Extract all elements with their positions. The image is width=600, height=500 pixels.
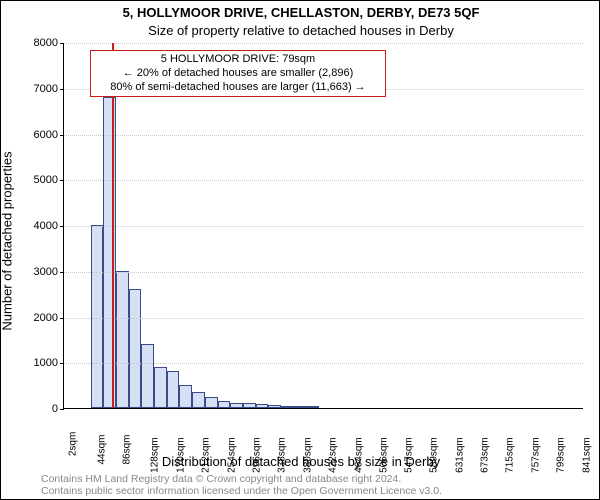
chart-container: 5, HOLLYMOOR DRIVE, CHELLASTON, DERBY, D… — [0, 0, 600, 500]
histogram-bar — [256, 404, 269, 408]
y-axis-label: Number of detached properties — [0, 62, 15, 241]
y-tick-label: 6000 — [34, 129, 58, 141]
y-tick-mark — [60, 272, 64, 273]
histogram-bar — [154, 367, 167, 408]
histogram-bar — [116, 271, 129, 408]
histogram-bar — [103, 97, 116, 408]
gridline-h — [64, 180, 583, 181]
histogram-bar — [167, 371, 180, 408]
y-tick-label: 7000 — [34, 83, 58, 95]
histogram-bar — [141, 344, 154, 408]
y-tick-mark — [60, 226, 64, 227]
x-tick-label: 128sqm — [154, 420, 165, 456]
y-tick-mark — [60, 180, 64, 181]
histogram-bar — [179, 385, 192, 408]
y-tick-mark — [60, 43, 64, 44]
y-tick-mark — [60, 318, 64, 319]
y-tick-label: 8000 — [34, 37, 58, 49]
y-tick-label: 0 — [52, 403, 58, 415]
x-tick-label: 2sqm — [72, 420, 83, 444]
gridline-h — [64, 363, 583, 364]
histogram-bar — [218, 401, 231, 408]
x-tick-label: 799sqm — [559, 420, 570, 456]
y-tick-label: 3000 — [34, 266, 58, 278]
annotation-box: 5 HOLLYMOOR DRIVE: 79sqm← 20% of detache… — [90, 50, 386, 97]
footer-attribution: Contains HM Land Registry data © Crown c… — [41, 473, 442, 497]
gridline-h — [64, 318, 583, 319]
plot-area: 0100020003000400050006000700080002sqm44s… — [63, 43, 583, 409]
gridline-h — [64, 272, 583, 273]
x-tick-label: 506sqm — [382, 420, 393, 456]
x-tick-label: 589sqm — [432, 420, 443, 456]
x-tick-label: 212sqm — [204, 420, 215, 456]
x-tick-label: 86sqm — [126, 420, 137, 450]
x-tick-label: 673sqm — [483, 420, 494, 456]
histogram-bar — [91, 225, 104, 408]
gridline-h — [64, 226, 583, 227]
x-tick-label: 631sqm — [458, 420, 469, 456]
chart-title: 5, HOLLYMOOR DRIVE, CHELLASTON, DERBY, D… — [1, 5, 600, 20]
y-tick-label: 1000 — [34, 357, 58, 369]
histogram-bar — [129, 289, 142, 408]
annotation-line: ← 20% of detached houses are smaller (2,… — [97, 67, 379, 81]
x-tick-label: 380sqm — [306, 420, 317, 456]
y-tick-label: 4000 — [34, 220, 58, 232]
annotation-line: 80% of semi-detached houses are larger (… — [97, 81, 379, 95]
histogram-bar — [281, 406, 294, 408]
gridline-h — [64, 43, 583, 44]
histogram-bar — [294, 406, 307, 408]
gridline-h — [64, 135, 583, 136]
y-tick-label: 2000 — [34, 312, 58, 324]
x-tick-label: 715sqm — [509, 420, 520, 456]
x-tick-label: 547sqm — [407, 420, 418, 456]
histogram-bar — [268, 405, 281, 408]
y-tick-label: 5000 — [34, 174, 58, 186]
y-tick-mark — [60, 135, 64, 136]
y-tick-mark — [60, 409, 64, 410]
x-axis-label: Distribution of detached houses by size … — [1, 454, 600, 469]
annotation-line: 5 HOLLYMOOR DRIVE: 79sqm — [97, 53, 379, 67]
histogram-bar — [243, 403, 256, 408]
histogram-bar — [306, 406, 319, 408]
histogram-bar — [230, 403, 243, 408]
footer-line-1: Contains HM Land Registry data © Crown c… — [41, 473, 442, 485]
x-tick-label: 841sqm — [585, 420, 596, 456]
reference-line — [112, 43, 114, 408]
x-tick-label: 296sqm — [255, 420, 266, 456]
x-tick-label: 338sqm — [281, 420, 292, 456]
y-tick-mark — [60, 89, 64, 90]
x-tick-label: 170sqm — [179, 420, 190, 456]
histogram-bar — [205, 397, 218, 408]
x-tick-label: 44sqm — [100, 420, 111, 450]
x-tick-label: 464sqm — [357, 420, 368, 456]
x-tick-label: 254sqm — [230, 420, 241, 456]
footer-line-2: Contains public sector information licen… — [41, 485, 442, 497]
y-tick-mark — [60, 363, 64, 364]
x-tick-label: 422sqm — [331, 420, 342, 456]
chart-subtitle: Size of property relative to detached ho… — [1, 23, 600, 38]
histogram-bar — [192, 392, 205, 408]
x-tick-label: 757sqm — [534, 420, 545, 456]
